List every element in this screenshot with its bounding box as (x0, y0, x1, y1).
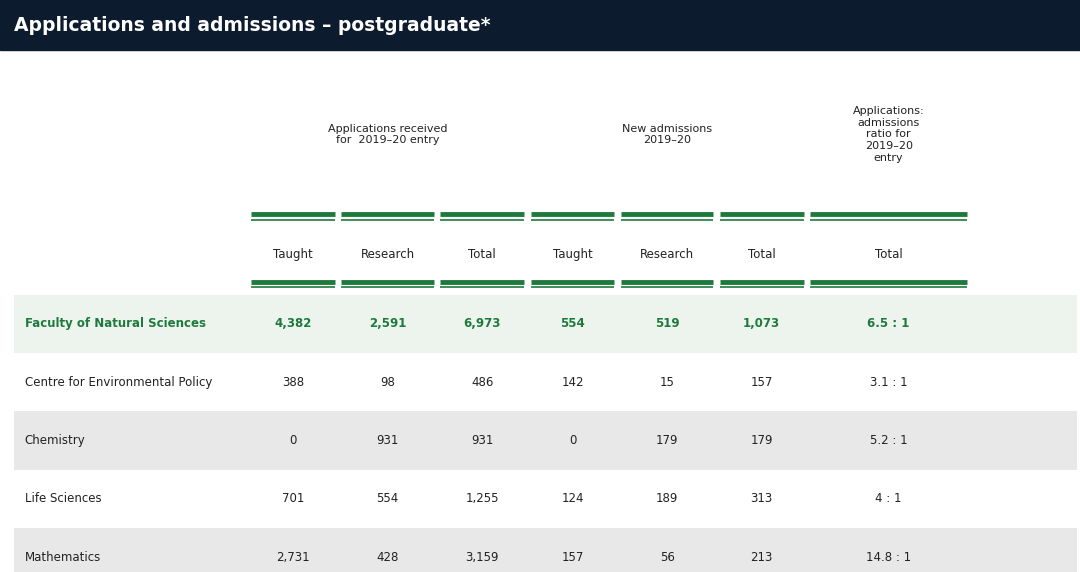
Text: 0: 0 (289, 434, 297, 447)
Text: Research: Research (640, 248, 694, 261)
Text: 4 : 1: 4 : 1 (876, 492, 902, 505)
Text: Total: Total (875, 248, 903, 261)
Text: Life Sciences: Life Sciences (25, 492, 102, 505)
Text: Total: Total (469, 248, 496, 261)
Bar (14, 528, 1077, 572)
Text: 213: 213 (751, 551, 773, 563)
Text: 1,073: 1,073 (743, 317, 780, 330)
Text: 14.8 : 1: 14.8 : 1 (866, 551, 912, 563)
Text: Total: Total (747, 248, 775, 261)
Text: Research: Research (361, 248, 415, 261)
Text: 142: 142 (562, 376, 584, 388)
Text: 179: 179 (751, 434, 773, 447)
Text: Applications:
admissions
ratio for
2019–20
entry: Applications: admissions ratio for 2019–… (853, 106, 924, 162)
Text: Taught: Taught (553, 248, 592, 261)
Text: 3.1 : 1: 3.1 : 1 (869, 376, 907, 388)
Text: 4,382: 4,382 (274, 317, 312, 330)
Bar (0, 0, 1080, 50)
Text: 554: 554 (561, 317, 585, 330)
Text: Taught: Taught (273, 248, 313, 261)
Text: 2,731: 2,731 (276, 551, 310, 563)
Text: Chemistry: Chemistry (25, 434, 85, 447)
Text: New admissions
2019–20: New admissions 2019–20 (622, 124, 712, 145)
Text: 15: 15 (660, 376, 675, 388)
Text: 6,973: 6,973 (463, 317, 501, 330)
Text: 3,159: 3,159 (465, 551, 499, 563)
Text: 189: 189 (656, 492, 678, 505)
Text: 98: 98 (380, 376, 395, 388)
Text: 388: 388 (282, 376, 305, 388)
Text: 486: 486 (471, 376, 494, 388)
Text: 428: 428 (377, 551, 399, 563)
Bar (14, 295, 1077, 353)
Text: Faculty of Natural Sciences: Faculty of Natural Sciences (25, 317, 206, 330)
Text: Applications and admissions – postgraduate*: Applications and admissions – postgradua… (14, 15, 490, 35)
Text: 554: 554 (377, 492, 399, 505)
Text: 0: 0 (569, 434, 577, 447)
Bar (14, 411, 1077, 470)
Text: 6.5 : 1: 6.5 : 1 (867, 317, 909, 330)
Text: 2,591: 2,591 (369, 317, 406, 330)
Text: Mathematics: Mathematics (25, 551, 102, 563)
Bar (14, 353, 1077, 411)
Text: 313: 313 (751, 492, 773, 505)
Text: 931: 931 (471, 434, 494, 447)
Text: 1,255: 1,255 (465, 492, 499, 505)
Text: 157: 157 (751, 376, 773, 388)
Text: 701: 701 (282, 492, 305, 505)
Text: 519: 519 (654, 317, 679, 330)
Text: Applications received
for  2019–20 entry: Applications received for 2019–20 entry (328, 124, 447, 145)
Text: 56: 56 (660, 551, 675, 563)
Text: 931: 931 (377, 434, 399, 447)
Text: 179: 179 (656, 434, 678, 447)
Text: 124: 124 (562, 492, 584, 505)
Bar (14, 470, 1077, 528)
Text: 5.2 : 1: 5.2 : 1 (869, 434, 907, 447)
Text: Centre for Environmental Policy: Centre for Environmental Policy (25, 376, 212, 388)
Text: 157: 157 (562, 551, 583, 563)
